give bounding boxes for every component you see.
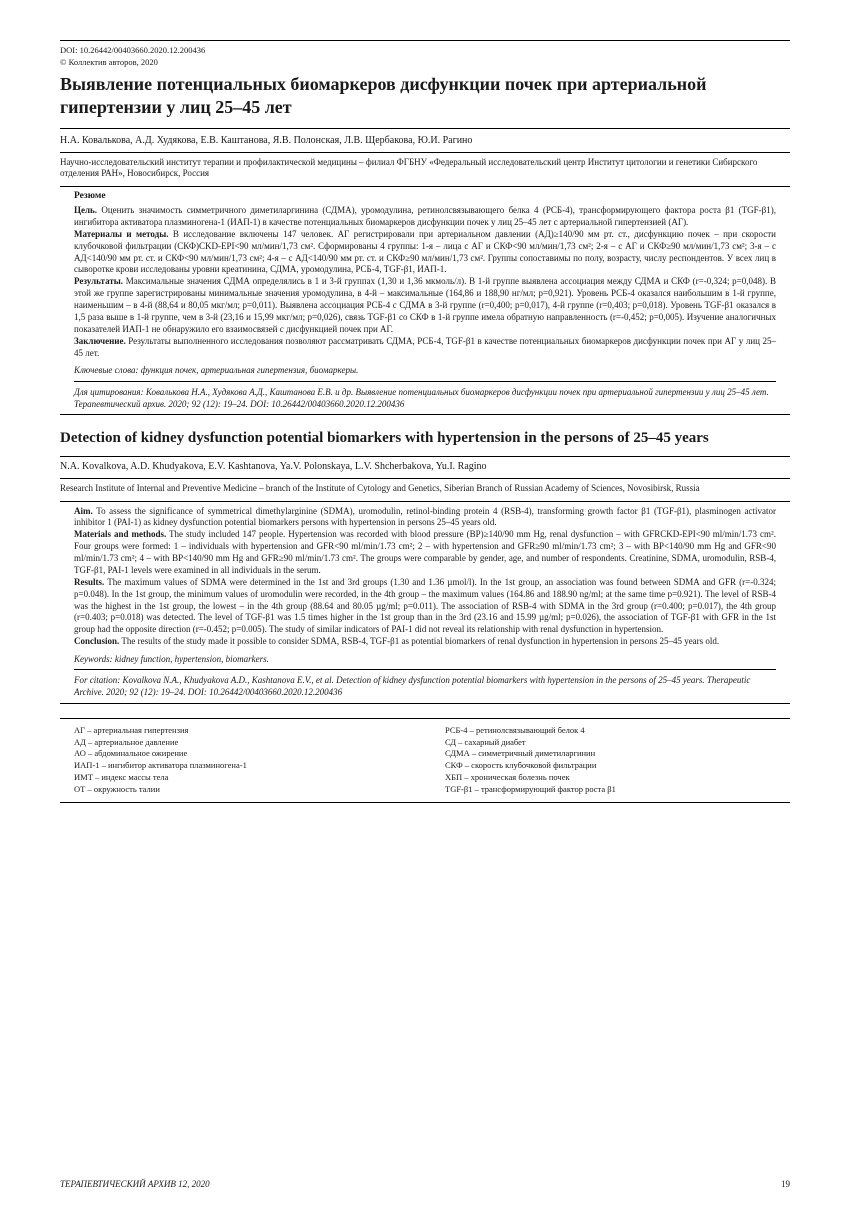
page-footer: ТЕРАПЕВТИЧЕСКИЙ АРХИВ 12, 2020 19 xyxy=(60,1179,790,1190)
aim-text-ru: Оценить значимость симметричного диметил… xyxy=(74,205,776,227)
abbrev-item: ИМТ – индекс массы тела xyxy=(74,772,405,784)
methods-label-en: Materials and methods. xyxy=(74,529,166,539)
abstract-en: Aim. To assess the significance of symme… xyxy=(60,506,790,699)
affiliation-ru: Научно-исследовательский институт терапи… xyxy=(60,157,790,180)
rule-under-authors xyxy=(60,152,790,153)
abbrev-item: ХБП – хроническая болезнь почек xyxy=(445,772,776,784)
abbrev-col-left: АГ – артериальная гипертензия АД – артер… xyxy=(74,725,405,796)
abbrev-item: АГ – артериальная гипертензия xyxy=(74,725,405,737)
abbrev-bottom-rule xyxy=(60,802,790,803)
copyright: © Коллектив авторов, 2020 xyxy=(60,57,790,68)
conclusion-label-ru: Заключение. xyxy=(74,336,126,346)
abbrev-item: ОТ – окружность талии xyxy=(74,784,405,796)
aim-label-ru: Цель. xyxy=(74,205,97,215)
aim-ru: Цель. Оценить значимость симметричного д… xyxy=(74,205,776,229)
page: DOI: 10.26442/00403660.2020.12.200436 © … xyxy=(0,0,850,1216)
abbrev-item: ИАП-1 – ингибитор активатора плазминоген… xyxy=(74,760,405,772)
citation-en: For citation: Kovalkova N.A., Khudyakova… xyxy=(74,674,776,698)
conclusion-en: Conclusion. The results of the study mad… xyxy=(74,636,776,648)
keywords-en: Keywords: kidney function, hypertension,… xyxy=(74,654,776,665)
conclusion-ru: Заключение. Результаты выполненного иссл… xyxy=(74,336,776,360)
affiliation-en: Research Institute of Internal and Preve… xyxy=(60,483,790,495)
title-ru: Выявление потенциальных биомаркеров дисф… xyxy=(60,73,790,118)
top-rule xyxy=(60,40,790,41)
rule-after-en-abstract xyxy=(60,703,790,704)
abbrev-item: АО – абдоминальное ожирение xyxy=(74,748,405,760)
rule-under-title-en xyxy=(60,456,790,457)
abbrev-item: СДМА – симметричный диметиларгинин xyxy=(445,748,776,760)
results-label-en: Results. xyxy=(74,577,104,587)
methods-ru: Материалы и методы. В исследование включ… xyxy=(74,229,776,277)
rule-after-ru-abstract xyxy=(60,414,790,415)
aim-label-en: Aim. xyxy=(74,506,93,516)
citation-ru: Для цитирования: Ковалькова Н.А., Худяко… xyxy=(74,386,776,410)
page-number: 19 xyxy=(781,1179,790,1190)
title-en: Detection of kidney dysfunction potentia… xyxy=(60,429,790,449)
abbrev-item: РСБ-4 – ретинолсвязывающий белок 4 xyxy=(445,725,776,737)
conclusion-label-en: Conclusion. xyxy=(74,636,119,646)
rule-under-affil xyxy=(60,186,790,187)
results-en: Results. The maximum values of SDMA were… xyxy=(74,577,776,636)
abbrev-item: АД – артериальное давление xyxy=(74,737,405,749)
rule-under-affil-en xyxy=(60,501,790,502)
abbrev-item: СД – сахарный диабет xyxy=(445,737,776,749)
abbrev-top-rule xyxy=(60,718,790,719)
results-text-en: The maximum values of SDMA were determin… xyxy=(74,577,776,635)
abstract-ru: Резюме Цель. Оценить значимость симметри… xyxy=(60,191,790,410)
abbreviation-table: АГ – артериальная гипертензия АД – артер… xyxy=(60,723,790,798)
results-ru: Результаты. Максимальные значения СДМА о… xyxy=(74,276,776,335)
keywords-ru: Ключевые слова: функция почек, артериаль… xyxy=(74,365,776,376)
aim-text-en: To assess the significance of symmetrica… xyxy=(74,506,776,528)
abbrev-item: СКФ – скорость клубочковой фильтрации xyxy=(445,760,776,772)
journal-name: ТЕРАПЕВТИЧЕСКИЙ АРХИВ 12, 2020 xyxy=(60,1179,210,1190)
conclusion-text-en: The results of the study made it possibl… xyxy=(119,636,719,646)
conclusion-text-ru: Результаты выполненного исследования поз… xyxy=(74,336,776,358)
abstract-heading-ru: Резюме xyxy=(74,191,776,203)
authors-en: N.A. Kovalkova, A.D. Khudyakova, E.V. Ka… xyxy=(60,461,790,474)
rule-under-authors-en xyxy=(60,478,790,479)
abbrev-item: TGF-β1 – трансформирующий фактор роста β… xyxy=(445,784,776,796)
methods-text-ru: В исследование включены 147 человек. АГ … xyxy=(74,229,776,275)
rule-keywords-ru xyxy=(74,381,776,382)
results-text-ru: Максимальные значения СДМА определялись … xyxy=(74,276,776,334)
methods-label-ru: Материалы и методы. xyxy=(74,229,169,239)
methods-en: Materials and methods. The study include… xyxy=(74,529,776,577)
results-label-ru: Результаты. xyxy=(74,276,123,286)
doi: DOI: 10.26442/00403660.2020.12.200436 xyxy=(60,45,790,56)
methods-text-en: The study included 147 people. Hypertens… xyxy=(74,529,776,575)
authors-ru: Н.А. Ковалькова, А.Д. Худякова, Е.В. Каш… xyxy=(60,135,790,148)
rule-keywords-en xyxy=(74,669,776,670)
aim-en: Aim. To assess the significance of symme… xyxy=(74,506,776,530)
abbrev-col-right: РСБ-4 – ретинолсвязывающий белок 4 СД – … xyxy=(445,725,776,796)
rule-under-title xyxy=(60,128,790,129)
